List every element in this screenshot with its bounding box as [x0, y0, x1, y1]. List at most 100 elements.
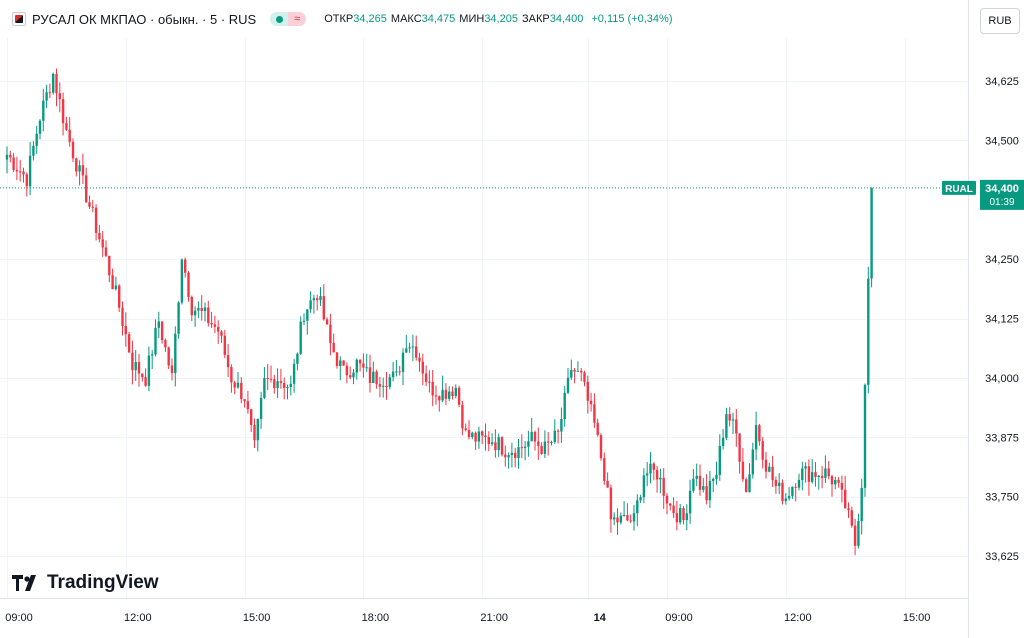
- candle-body: [748, 474, 751, 493]
- candle-body: [319, 296, 322, 301]
- candle-body: [296, 353, 299, 364]
- candle-body: [741, 461, 745, 480]
- candle-body: [791, 486, 794, 496]
- candle: [55, 68, 58, 107]
- candle-body: [289, 383, 292, 388]
- candle-body: [121, 307, 124, 326]
- candle-body: [177, 302, 180, 334]
- candle: [695, 463, 698, 487]
- candle: [329, 313, 332, 356]
- candle-body: [276, 381, 279, 389]
- candle-body: [335, 352, 339, 366]
- candle-body: [187, 272, 190, 297]
- candle: [824, 455, 827, 483]
- candle: [589, 392, 593, 412]
- candle-body: [75, 158, 78, 172]
- candle: [424, 365, 428, 386]
- candle: [494, 429, 497, 458]
- candle: [490, 433, 494, 447]
- candle-body: [164, 340, 167, 348]
- candle-body: [675, 513, 679, 523]
- candle: [164, 338, 167, 353]
- candle: [474, 431, 477, 450]
- last-price-tag: [980, 179, 1024, 210]
- candle: [388, 373, 391, 390]
- candle: [507, 452, 510, 469]
- time-tick-label: 09:00: [665, 612, 693, 624]
- candle-body: [672, 505, 675, 514]
- candle: [259, 391, 263, 429]
- candle-body: [626, 515, 629, 521]
- candle-body: [692, 478, 695, 491]
- candle-body: [471, 432, 474, 437]
- candle-body: [180, 259, 184, 303]
- time-axis[interactable]: 09:00 12:00 15:00 18:00 21:00 14 09:00 12:00 15:…: [0, 598, 968, 625]
- candle: [510, 442, 514, 468]
- ohlc-open-key: ОТКР: [324, 13, 354, 25]
- candle: [395, 359, 398, 377]
- candle: [804, 462, 807, 483]
- candle: [312, 294, 316, 314]
- candle: [431, 369, 434, 407]
- candle-body: [642, 475, 646, 498]
- chart-grid: [0, 38, 968, 598]
- candle-body: [477, 431, 481, 442]
- candle: [325, 317, 329, 325]
- candle: [827, 461, 830, 480]
- candle-body: [870, 187, 873, 279]
- candle-body: [141, 373, 144, 378]
- candle-body: [715, 474, 718, 479]
- candle-body: [151, 354, 154, 356]
- candle-body: [847, 508, 850, 511]
- candle: [646, 462, 649, 487]
- candle: [794, 482, 797, 502]
- candle-body: [500, 437, 504, 455]
- candle: [157, 311, 160, 338]
- candle: [867, 266, 870, 394]
- candle-body: [428, 381, 431, 383]
- candle: [88, 195, 91, 209]
- candle-body: [774, 480, 778, 487]
- candle-body: [659, 477, 662, 480]
- time-tick-label: 12:00: [784, 612, 812, 624]
- candle-body: [207, 307, 210, 324]
- tradingview-logo[interactable]: TradingView: [12, 572, 159, 594]
- candle-body: [840, 482, 844, 490]
- symbol-title[interactable]: РУСАЛ ОК МКПАО · обыкн. · 5 · RUS: [32, 11, 257, 27]
- currency-button[interactable]: RUB: [980, 8, 1020, 34]
- candle-body: [801, 468, 804, 480]
- candle: [576, 361, 580, 372]
- candle: [629, 514, 632, 524]
- candle: [484, 423, 487, 451]
- candle: [124, 312, 127, 347]
- candle-body: [131, 352, 134, 371]
- candle-body: [556, 430, 560, 432]
- candle-body: [431, 381, 434, 396]
- ohlc-low: МИН34,205: [459, 13, 518, 25]
- candle-body: [19, 171, 22, 173]
- ohlc-high: МАКС34,475: [391, 13, 455, 25]
- candle: [193, 306, 197, 327]
- candle-body: [213, 324, 217, 327]
- candle: [141, 373, 144, 382]
- candle-body: [147, 355, 151, 386]
- candle-body: [325, 319, 329, 325]
- candle: [306, 309, 309, 335]
- candle: [391, 361, 395, 382]
- candle-body: [184, 259, 187, 273]
- market-status-pill[interactable]: ≈: [270, 12, 307, 26]
- candle: [599, 433, 603, 461]
- price-axis[interactable]: 34,625 34,500 34,250 34,125 34,000 33,875 33,7…: [942, 0, 1024, 638]
- candle: [738, 433, 741, 474]
- candle: [731, 412, 735, 435]
- candle: [101, 230, 104, 257]
- candle: [91, 199, 94, 213]
- candle-body: [81, 165, 85, 176]
- candle: [639, 494, 642, 503]
- candle: [187, 271, 190, 302]
- candle-body: [382, 385, 385, 387]
- candle: [652, 462, 655, 481]
- candle-body: [230, 367, 233, 383]
- candle: [108, 255, 111, 283]
